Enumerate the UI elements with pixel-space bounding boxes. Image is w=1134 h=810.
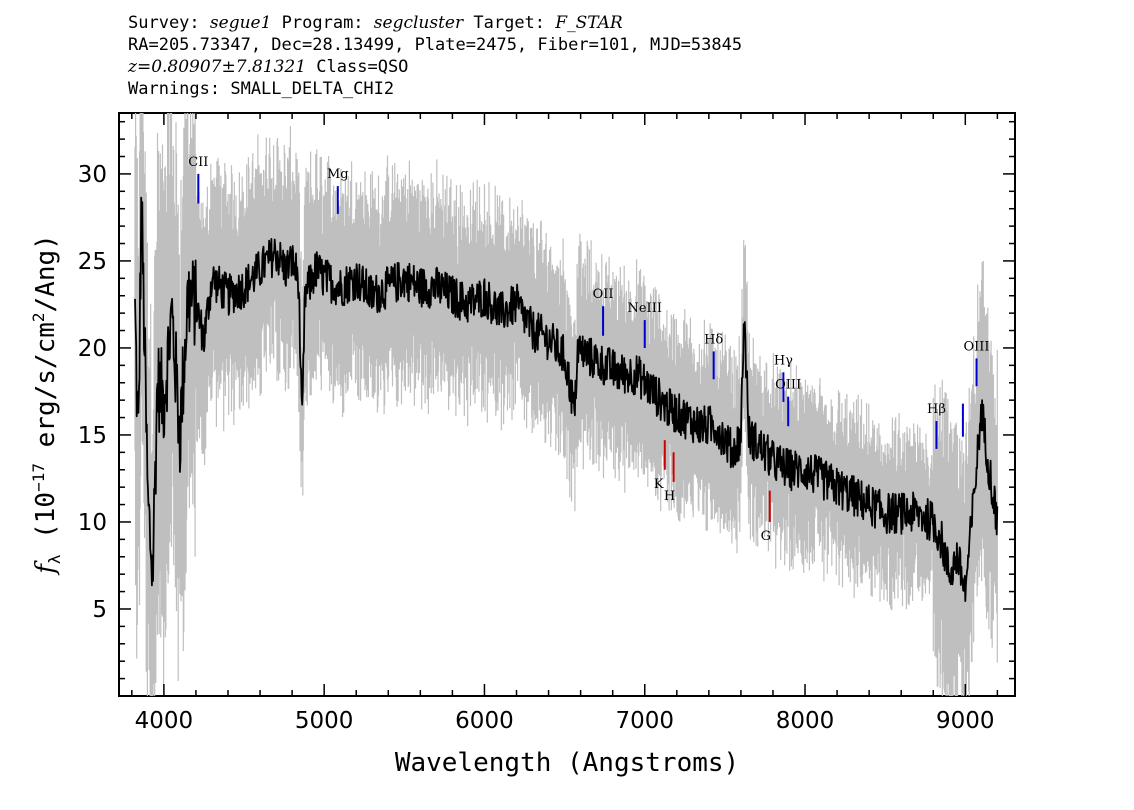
header-coordinates-line: RA=205.73347, Dec=28.13499, Plate=2475, … [128, 35, 743, 55]
flux-series [134, 196, 999, 602]
emission-line-label: NeIII [627, 301, 661, 316]
header-survey-line: Survey: segue1 Program: segcluster Targe… [128, 12, 742, 34]
spectral-lines-layer: CII Mg OII NeIII Hδ Hγ OIII Hβ OIII KH G [188, 155, 989, 544]
emission-line-label: OIII [963, 339, 989, 354]
y-tick-label: 15 [78, 423, 107, 449]
noise-series [134, 113, 998, 696]
x-axis-title: Wavelength (Angstroms) [395, 748, 739, 778]
program-value: segcluster [373, 13, 464, 33]
emission-line-label: OIII [775, 378, 801, 393]
emission-line-label: OII [593, 287, 614, 302]
y-tick-label: 5 [92, 597, 107, 623]
x-tick-label: 4000 [135, 708, 194, 734]
x-tick-label: 6000 [455, 708, 514, 734]
x-tick-label: 9000 [936, 708, 995, 734]
y-axis-units-c: /Ang) [31, 234, 61, 312]
emission-line-label: Hδ [704, 332, 723, 347]
emission-line-label: CII [188, 155, 208, 170]
y-axis-exp: −17 [29, 463, 48, 492]
survey-value: segue1 [209, 13, 272, 33]
y-axis-title: fλ (10−17 erg/s/cm2/Ang) [29, 234, 64, 576]
header-redshift-line: z=0.80907±7.81321 Class=QSO [128, 56, 742, 78]
header-warnings-line: Warnings: SMALL_DELTA_CHI2 [128, 79, 395, 99]
spectrum-header: Survey: segue1 Program: segcluster Targe… [128, 12, 742, 100]
x-tick-label: 8000 [776, 708, 835, 734]
emission-line-label: Mg [327, 167, 349, 182]
emission-line-label: Hγ [774, 353, 793, 368]
program-label: Program: [281, 13, 364, 33]
target-label: Target: [473, 13, 546, 33]
redshift-value: z=0.80907±7.81321 [128, 57, 307, 77]
x-tick-label: 5000 [295, 708, 354, 734]
y-tick-label: 25 [78, 249, 107, 275]
y-tick-label: 10 [78, 510, 107, 536]
y-axis-exp2: 2 [29, 312, 48, 322]
class-value: Class=QSO [316, 57, 409, 77]
absorption-line-label: H [664, 489, 675, 504]
survey-label: Survey: [128, 13, 200, 33]
y-tick-label: 20 [78, 336, 107, 362]
plot-frame [118, 112, 1016, 697]
x-tick-label: 7000 [615, 708, 674, 734]
flux-layer [134, 196, 999, 602]
ticks-layer: 4000 5000 6000 7000 8000 9000 5 10 15 20 25 30 [78, 113, 1015, 734]
target-value: F_STAR [555, 13, 623, 33]
noise-layer [134, 113, 998, 696]
absorption-line-label: G [761, 529, 771, 544]
y-axis-units-a: (10 [31, 492, 61, 555]
y-axis-units-b: erg/s/cm [31, 322, 61, 463]
y-tick-label: 30 [78, 162, 107, 188]
absorption-line-label: K [654, 477, 664, 492]
emission-line-label: Hβ [927, 402, 946, 417]
y-axis-symbol-sub: λ [45, 554, 64, 564]
